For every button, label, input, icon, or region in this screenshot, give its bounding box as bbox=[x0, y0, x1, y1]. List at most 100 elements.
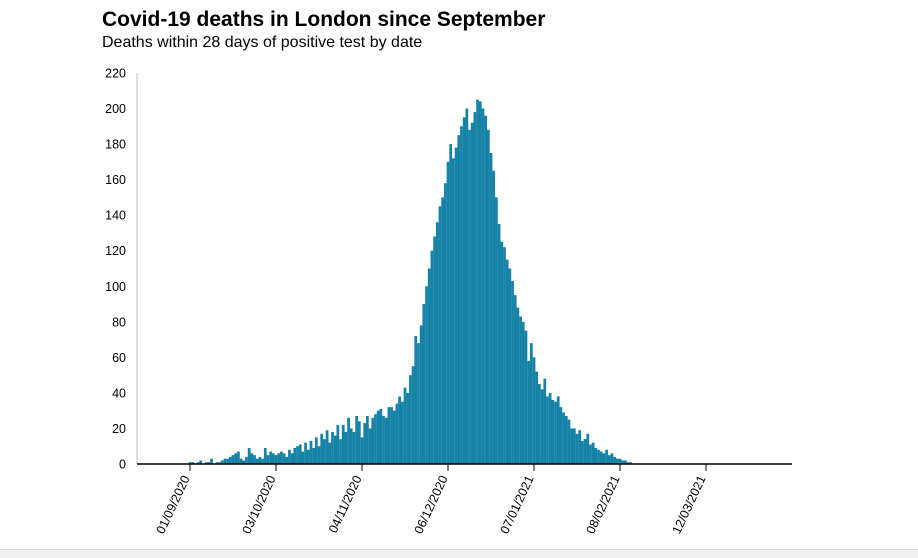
bar bbox=[462, 117, 466, 465]
bar bbox=[624, 460, 627, 464]
y-tick-label: 160 bbox=[105, 173, 126, 187]
bar bbox=[511, 280, 514, 464]
bar bbox=[306, 449, 310, 464]
bar bbox=[379, 408, 383, 464]
bar bbox=[398, 396, 402, 464]
bar bbox=[395, 403, 399, 464]
bar bbox=[226, 458, 230, 464]
bar bbox=[546, 396, 549, 464]
bar bbox=[454, 147, 458, 464]
bar bbox=[564, 416, 568, 464]
bar bbox=[468, 129, 471, 464]
bar bbox=[589, 444, 592, 464]
y-tick-label: 140 bbox=[105, 209, 126, 223]
bar bbox=[387, 407, 391, 464]
y-tick-label: 40 bbox=[112, 386, 126, 400]
bar bbox=[384, 417, 388, 464]
bar bbox=[470, 122, 474, 464]
bar bbox=[210, 458, 213, 464]
bar bbox=[218, 462, 221, 464]
bar bbox=[414, 336, 418, 464]
bar bbox=[486, 129, 490, 464]
bar bbox=[484, 115, 488, 465]
x-tick-label: 03/10/2020 bbox=[240, 473, 279, 536]
chart-title: Covid-19 deaths in London since Septembe… bbox=[102, 8, 546, 31]
bar bbox=[621, 460, 625, 464]
bar bbox=[481, 108, 485, 465]
chart-subtitle: Deaths within 28 days of positive test b… bbox=[102, 34, 423, 51]
bar bbox=[331, 432, 334, 464]
bar bbox=[199, 460, 203, 464]
y-tick-label: 220 bbox=[105, 67, 126, 81]
bar bbox=[323, 439, 326, 464]
bar bbox=[465, 108, 469, 465]
bar bbox=[610, 453, 614, 464]
bar bbox=[344, 432, 348, 464]
bar bbox=[220, 460, 224, 464]
bar bbox=[406, 392, 410, 464]
bar bbox=[460, 126, 463, 464]
bar bbox=[382, 416, 385, 464]
x-tick-label: 07/01/2021 bbox=[498, 473, 537, 536]
bar bbox=[417, 343, 420, 464]
bar bbox=[266, 455, 270, 464]
bar bbox=[449, 144, 453, 464]
bar bbox=[508, 268, 512, 464]
bar bbox=[500, 241, 504, 464]
bar bbox=[438, 206, 442, 465]
bar bbox=[503, 247, 506, 464]
bar bbox=[524, 330, 528, 464]
bar bbox=[357, 421, 361, 464]
bar bbox=[602, 453, 606, 464]
bar bbox=[320, 433, 324, 464]
y-tick-label: 200 bbox=[105, 102, 126, 116]
bar bbox=[591, 442, 595, 464]
bar bbox=[280, 451, 283, 464]
bar bbox=[277, 453, 281, 464]
bar bbox=[599, 451, 603, 464]
bar bbox=[497, 224, 501, 464]
bar bbox=[527, 360, 531, 464]
bar bbox=[516, 307, 520, 464]
bar bbox=[304, 442, 307, 464]
bar bbox=[419, 325, 423, 464]
y-tick-label: 120 bbox=[105, 244, 126, 258]
bar bbox=[360, 437, 364, 464]
bottom-scroll-strip bbox=[0, 549, 918, 558]
bar bbox=[575, 433, 579, 464]
bar bbox=[301, 451, 305, 464]
bar bbox=[478, 101, 482, 464]
bar bbox=[513, 295, 517, 464]
bar bbox=[312, 448, 316, 464]
bar bbox=[288, 449, 291, 464]
bar bbox=[371, 417, 375, 464]
bar bbox=[196, 462, 200, 464]
bar bbox=[250, 453, 254, 464]
bar bbox=[228, 456, 232, 464]
bar bbox=[403, 387, 407, 464]
bar bbox=[613, 456, 617, 464]
bar bbox=[261, 458, 264, 464]
bar bbox=[441, 197, 445, 464]
bar bbox=[376, 410, 380, 464]
bar bbox=[605, 449, 608, 464]
bar bbox=[411, 366, 415, 464]
bar bbox=[274, 455, 278, 464]
bar bbox=[521, 321, 525, 464]
bar bbox=[476, 99, 479, 464]
bar bbox=[422, 304, 426, 464]
bar bbox=[581, 440, 584, 464]
bar bbox=[629, 462, 633, 464]
bar bbox=[519, 316, 522, 464]
bar bbox=[253, 455, 256, 464]
bar bbox=[505, 259, 509, 464]
bar bbox=[341, 424, 345, 464]
bar bbox=[618, 458, 622, 464]
bar bbox=[543, 378, 547, 464]
y-tick-label: 100 bbox=[105, 280, 126, 294]
bar bbox=[532, 357, 536, 464]
bar bbox=[325, 430, 329, 464]
bar bbox=[239, 458, 243, 464]
y-tick-label: 180 bbox=[105, 138, 126, 152]
